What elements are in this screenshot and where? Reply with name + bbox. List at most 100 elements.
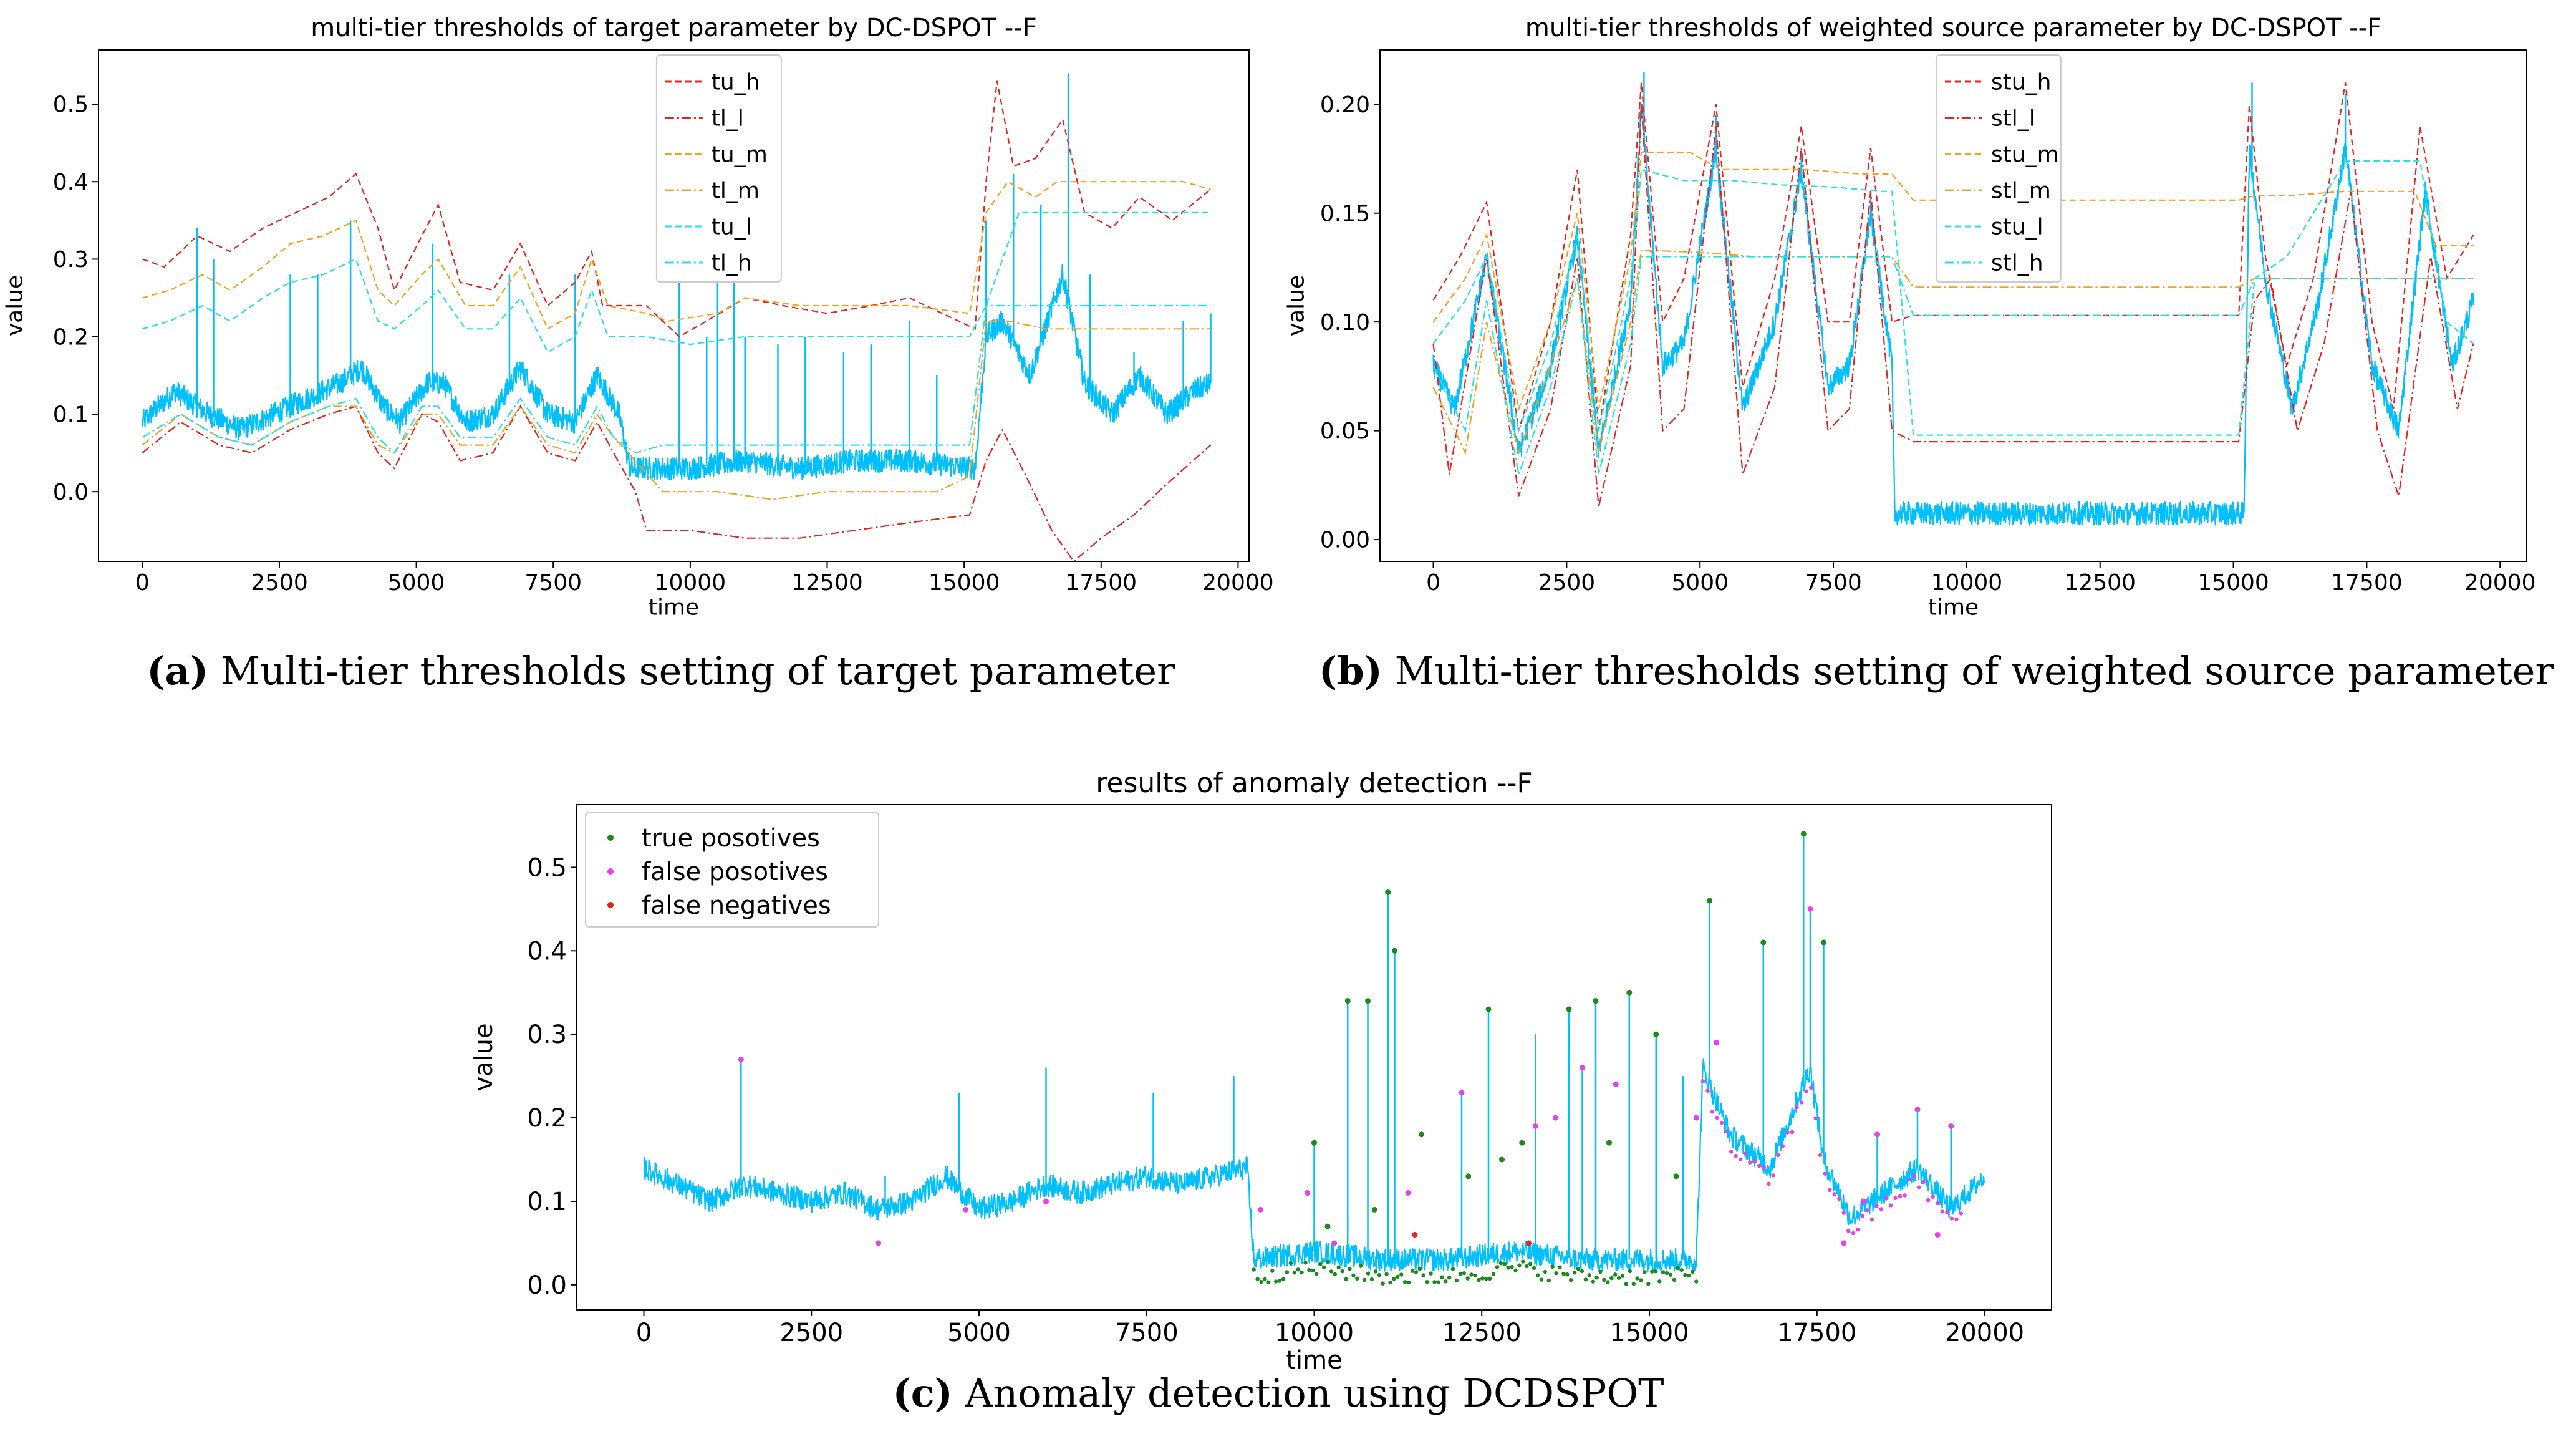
true-positive-point xyxy=(1384,1272,1389,1276)
true-positive-point xyxy=(1694,1279,1699,1284)
legend-label: stl_h xyxy=(1991,251,2043,276)
series-line-tu_h xyxy=(142,80,1212,338)
true-positive-point xyxy=(1821,939,1826,946)
true-positive-point xyxy=(1436,1280,1440,1284)
true-positive-point xyxy=(1506,1266,1510,1270)
false-positive-point xyxy=(1719,1120,1724,1125)
x-tick-label: 20000 xyxy=(2464,570,2536,596)
false-positive-point xyxy=(1808,1085,1813,1090)
false-positive-point xyxy=(1776,1153,1780,1158)
y-axis-label: value xyxy=(470,1023,498,1091)
true-positive-point xyxy=(1616,1276,1621,1280)
x-tick-label: 2500 xyxy=(251,570,308,596)
false-positive-point xyxy=(1874,1204,1879,1208)
true-positive-point xyxy=(1598,1269,1603,1274)
true-positive-point xyxy=(1381,1281,1385,1286)
caption-letter: (a) xyxy=(147,648,208,694)
true-positive-point xyxy=(1318,1262,1323,1266)
signal-line xyxy=(1432,104,2474,526)
true-positive-point xyxy=(1683,1272,1687,1277)
legend-label: true posotives xyxy=(642,824,820,853)
legend-label: stl_l xyxy=(1991,106,2035,132)
chart-title: results of anomaly detection --F xyxy=(1096,767,1532,799)
false-positive-point xyxy=(1757,1163,1762,1168)
x-tick-label: 0 xyxy=(1426,570,1440,596)
false-positive-point xyxy=(1752,1159,1757,1163)
false-positive-point xyxy=(1818,1153,1823,1158)
false-positive-point xyxy=(1888,1203,1893,1208)
true-positive-point xyxy=(1371,1206,1377,1213)
x-tick-label: 7500 xyxy=(1115,1319,1179,1347)
legend-label: stu_h xyxy=(1991,70,2052,95)
y-tick-label: 0.20 xyxy=(1320,92,1370,118)
x-tick-label: 20000 xyxy=(1945,1319,2024,1347)
true-positive-point xyxy=(1572,1271,1577,1275)
false-positive-point xyxy=(1861,1198,1867,1204)
true-positive-point xyxy=(1626,989,1633,996)
true-positive-point xyxy=(1366,1271,1371,1276)
true-positive-point xyxy=(1635,1276,1639,1281)
false-positive-point xyxy=(1743,1151,1747,1156)
false-positive-point xyxy=(1841,1240,1847,1246)
chart-title: multi-tier thresholds of weighted source… xyxy=(1525,14,2381,42)
true-positive-point xyxy=(1285,1270,1290,1274)
true-positive-point xyxy=(1624,1282,1629,1286)
false-positive-point xyxy=(1613,1082,1619,1088)
false-positive-point xyxy=(1903,1193,1907,1198)
y-tick-label: 0.5 xyxy=(53,92,89,118)
true-positive-point xyxy=(1591,1279,1595,1284)
true-positive-point xyxy=(1513,1268,1518,1273)
series-line-tu_m xyxy=(142,180,1211,330)
x-tick-label: 20000 xyxy=(1202,570,1274,596)
true-positive-point xyxy=(1657,1279,1662,1284)
caption-letter: (c) xyxy=(892,1370,952,1416)
x-tick-label: 2500 xyxy=(1538,570,1596,596)
true-positive-point xyxy=(1270,1269,1275,1273)
y-tick-label: 0.2 xyxy=(527,1104,567,1133)
caption-text: Multi-tier thresholds setting of weighte… xyxy=(1382,648,2554,694)
true-positive-point xyxy=(1340,1269,1344,1274)
false-positive-point xyxy=(1874,1131,1880,1138)
true-positive-point xyxy=(1672,1277,1676,1282)
true-positive-point xyxy=(1554,1271,1558,1276)
false-positive-point xyxy=(1914,1107,1921,1113)
false-positive-point xyxy=(738,1056,744,1062)
y-tick-label: 0.4 xyxy=(527,937,567,966)
true-positive-point xyxy=(1399,1272,1404,1277)
true-positive-point xyxy=(1414,1270,1419,1274)
true-positive-point xyxy=(1421,1273,1425,1277)
caption-letter: (b) xyxy=(1319,648,1382,694)
false-positive-point xyxy=(1936,1201,1940,1206)
legend-label: tl_l xyxy=(712,106,744,132)
y-tick-label: 0.15 xyxy=(1320,201,1370,226)
true-positive-point xyxy=(1465,1173,1472,1180)
true-positive-point xyxy=(1392,947,1397,954)
true-positive-point xyxy=(1311,1140,1317,1146)
true-positive-point xyxy=(1566,1006,1572,1012)
legend-swatch xyxy=(607,902,614,908)
true-positive-point xyxy=(1580,1269,1585,1274)
true-positive-point xyxy=(1517,1263,1522,1267)
true-positive-point xyxy=(1359,1264,1363,1268)
true-positive-point xyxy=(1425,1279,1429,1284)
series-line-tl_m xyxy=(142,320,1211,500)
true-positive-point xyxy=(1333,1272,1338,1277)
x-tick-label: 0 xyxy=(135,570,150,596)
false-positive-point xyxy=(1734,1153,1738,1158)
true-positive-point xyxy=(1419,1131,1424,1138)
false-positive-point xyxy=(1907,1178,1912,1182)
true-positive-point xyxy=(1377,1272,1381,1277)
false-positive-point xyxy=(1785,1130,1790,1135)
false-positive-point xyxy=(1837,1196,1841,1201)
x-tick-label: 17500 xyxy=(2331,570,2403,596)
false-positive-point xyxy=(1729,1150,1734,1154)
true-positive-point xyxy=(1362,1277,1367,1282)
y-tick-label: 0.0 xyxy=(527,1271,567,1300)
true-positive-point xyxy=(1498,1261,1503,1266)
x-tick-label: 12500 xyxy=(791,570,863,596)
true-positive-point xyxy=(1402,1280,1407,1284)
true-positive-point xyxy=(1274,1279,1278,1284)
x-tick-label: 15000 xyxy=(1609,1319,1689,1347)
x-axis-label: time xyxy=(1928,595,1979,621)
